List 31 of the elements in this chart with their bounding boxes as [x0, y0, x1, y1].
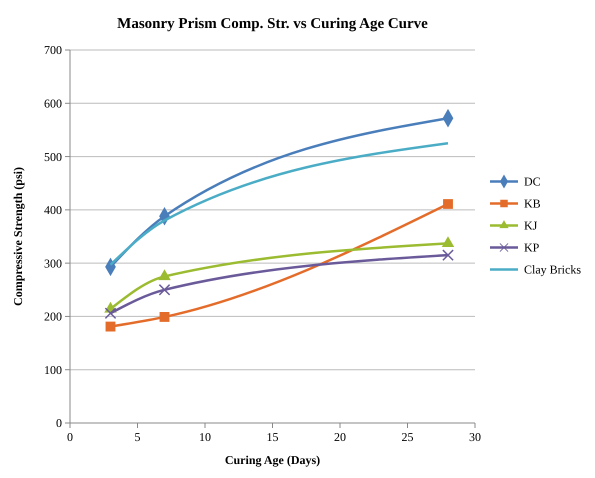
legend-label: KB	[524, 196, 541, 211]
y-tick-label: 500	[44, 150, 62, 164]
y-tick-label: 700	[44, 43, 62, 58]
point	[442, 236, 454, 248]
y-tick-label: 600	[44, 96, 62, 110]
legend-label: KP	[524, 240, 540, 255]
chart-title: Masonry Prism Comp. Str. vs Curing Age Curve	[117, 16, 428, 32]
y-tick-label: 100	[44, 362, 62, 377]
point	[158, 270, 170, 280]
x-tick-label: 5	[134, 430, 140, 444]
y-tick-label: 300	[44, 256, 62, 270]
x-tick-label: 15	[266, 430, 278, 444]
y-tick-label: 400	[44, 203, 62, 218]
point	[160, 312, 170, 322]
x-tick-label: 10	[199, 430, 211, 444]
y-tick-label: 200	[44, 310, 62, 324]
point	[443, 199, 453, 209]
point	[106, 322, 116, 332]
point	[158, 284, 170, 296]
x-tick-label: 25	[402, 430, 414, 444]
y-axis-title: Compressive Strength (psi)	[11, 167, 25, 306]
legend-label: DC	[524, 174, 541, 189]
point	[104, 307, 116, 320]
point	[442, 249, 454, 262]
legend-label: KJ	[524, 218, 538, 233]
x-tick-label: 30	[469, 430, 481, 444]
y-tick-label: 0	[56, 416, 62, 430]
x-tick-label: 0	[67, 430, 73, 444]
x-tick-label: 20	[334, 430, 346, 444]
x-axis-title: Curing Age (Days)	[224, 453, 320, 467]
legend-label: Clay Bricks	[524, 262, 582, 277]
